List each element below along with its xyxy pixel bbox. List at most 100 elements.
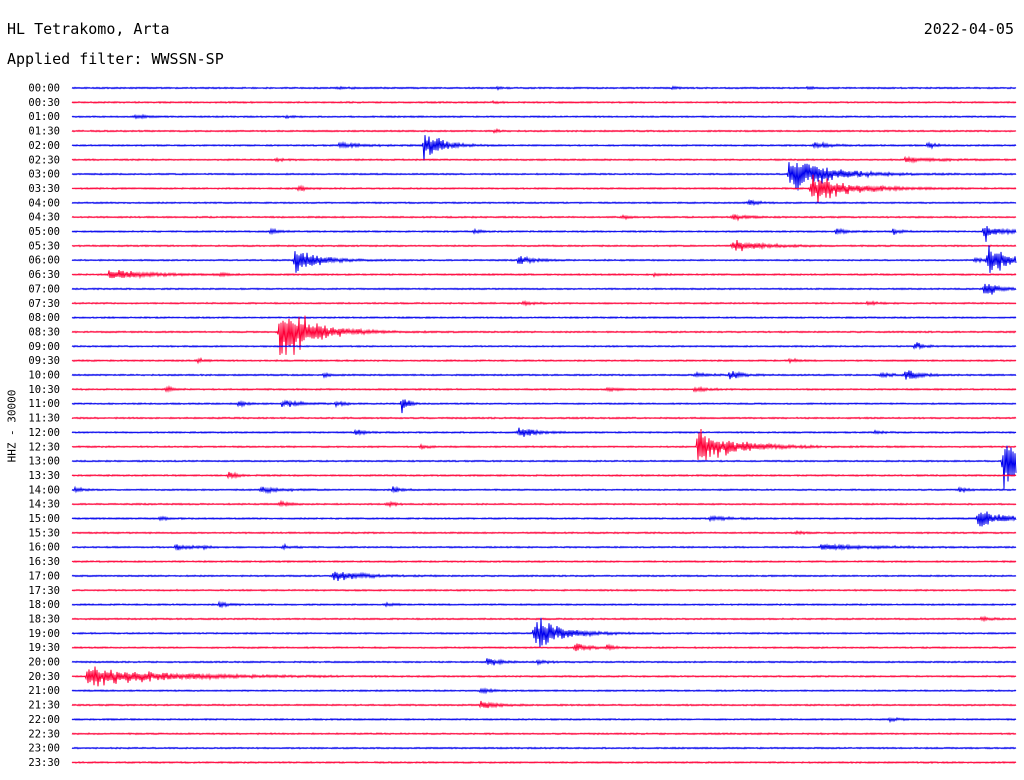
time-label: 02:00 bbox=[28, 140, 60, 152]
time-label: 13:30 bbox=[28, 470, 60, 482]
time-label: 16:30 bbox=[28, 556, 60, 568]
time-label: 19:00 bbox=[28, 628, 60, 640]
time-label: 21:00 bbox=[28, 685, 60, 697]
trace-line bbox=[71, 700, 1017, 709]
trace-line bbox=[71, 240, 1017, 252]
trace-line bbox=[71, 471, 1017, 480]
time-label: 03:30 bbox=[28, 183, 60, 195]
time-label: 15:00 bbox=[28, 513, 60, 525]
time-label: 11:00 bbox=[28, 398, 60, 410]
trace-line bbox=[71, 732, 1017, 736]
trace-line bbox=[71, 588, 1017, 592]
time-label: 07:30 bbox=[28, 298, 60, 310]
trace-line bbox=[71, 445, 1017, 489]
trace-line bbox=[71, 135, 1017, 161]
time-label: 15:30 bbox=[28, 527, 60, 539]
time-label: 22:30 bbox=[28, 728, 60, 740]
trace-line bbox=[71, 226, 1017, 242]
time-label: 00:30 bbox=[28, 97, 60, 109]
trace-line bbox=[71, 760, 1017, 765]
time-label: 05:30 bbox=[28, 240, 60, 252]
time-label: 17:30 bbox=[28, 585, 60, 597]
trace-line bbox=[71, 529, 1017, 536]
time-label: 09:30 bbox=[28, 355, 60, 367]
time-label: 18:30 bbox=[28, 613, 60, 625]
time-label: 10:00 bbox=[28, 370, 60, 382]
trace-line bbox=[71, 658, 1017, 666]
trace-line bbox=[71, 100, 1017, 105]
trace-line bbox=[71, 416, 1017, 420]
trace-line bbox=[71, 357, 1017, 365]
time-label: 21:30 bbox=[28, 700, 60, 712]
trace-line bbox=[71, 245, 1017, 273]
time-label: 06:30 bbox=[28, 269, 60, 281]
time-label: 11:30 bbox=[28, 413, 60, 425]
time-label: 03:00 bbox=[28, 169, 60, 181]
trace-line bbox=[71, 559, 1017, 564]
time-label: 14:00 bbox=[28, 484, 60, 496]
time-label: 07:00 bbox=[28, 283, 60, 295]
time-label: 09:00 bbox=[28, 341, 60, 353]
time-label: 16:00 bbox=[28, 542, 60, 554]
trace-line bbox=[71, 342, 1017, 351]
time-label: 23:30 bbox=[28, 757, 60, 769]
trace-line bbox=[71, 155, 1017, 164]
trace-line bbox=[71, 615, 1017, 623]
trace-line bbox=[71, 385, 1017, 393]
trace-line bbox=[71, 283, 1017, 295]
time-label: 10:30 bbox=[28, 384, 60, 396]
trace-lines bbox=[71, 85, 1017, 765]
time-labels: 00:00 00:30 01:00 01:30 02:00 02:30 03:00 03:30… bbox=[28, 83, 60, 769]
trace-line bbox=[71, 198, 1017, 207]
trace-line bbox=[71, 427, 1017, 437]
trace-line bbox=[71, 162, 1017, 191]
trace-line bbox=[71, 315, 1017, 356]
trace-line bbox=[71, 511, 1017, 527]
trace-line bbox=[71, 300, 1017, 307]
time-label: 17:00 bbox=[28, 570, 60, 582]
time-label: 19:30 bbox=[28, 642, 60, 654]
trace-line bbox=[71, 499, 1017, 509]
trace-line bbox=[71, 399, 1017, 414]
trace-line bbox=[71, 746, 1017, 750]
time-label: 06:00 bbox=[28, 255, 60, 267]
trace-line bbox=[71, 213, 1017, 222]
trace-line bbox=[71, 316, 1017, 320]
time-label: 02:30 bbox=[28, 154, 60, 166]
time-label: 12:00 bbox=[28, 427, 60, 439]
trace-line bbox=[71, 113, 1017, 120]
time-label: 05:00 bbox=[28, 226, 60, 238]
time-label: 20:30 bbox=[28, 671, 60, 683]
trace-line bbox=[71, 174, 1017, 204]
time-label: 04:30 bbox=[28, 212, 60, 224]
trace-line bbox=[71, 617, 1017, 647]
trace-line bbox=[71, 370, 1017, 380]
time-label: 14:30 bbox=[28, 499, 60, 511]
trace-line bbox=[71, 270, 1017, 280]
time-label: 13:00 bbox=[28, 456, 60, 468]
time-label: 01:00 bbox=[28, 111, 60, 123]
time-label: 04:00 bbox=[28, 197, 60, 209]
trace-line bbox=[71, 571, 1017, 581]
trace-line bbox=[71, 542, 1017, 551]
trace-line bbox=[71, 716, 1017, 724]
time-label: 00:00 bbox=[28, 83, 60, 95]
filter-label: Applied filter: WWSSN-SP bbox=[7, 50, 224, 68]
trace-line bbox=[71, 643, 1017, 652]
time-label: 12:30 bbox=[28, 441, 60, 453]
time-label: 20:00 bbox=[28, 657, 60, 669]
trace-line bbox=[71, 666, 1017, 687]
trace-line bbox=[71, 485, 1017, 495]
time-label: 01:30 bbox=[28, 126, 60, 138]
time-label: 08:00 bbox=[28, 312, 60, 324]
trace-line bbox=[71, 428, 1017, 461]
trace-line bbox=[71, 128, 1017, 134]
trace-line bbox=[71, 687, 1017, 695]
trace-line bbox=[71, 600, 1017, 609]
time-label: 22:00 bbox=[28, 714, 60, 726]
station-title: HL Tetrakomo, Arta bbox=[7, 20, 170, 38]
record-date: 2022-04-05 bbox=[923, 20, 1014, 38]
trace-line bbox=[71, 85, 1017, 91]
time-label: 18:00 bbox=[28, 599, 60, 611]
